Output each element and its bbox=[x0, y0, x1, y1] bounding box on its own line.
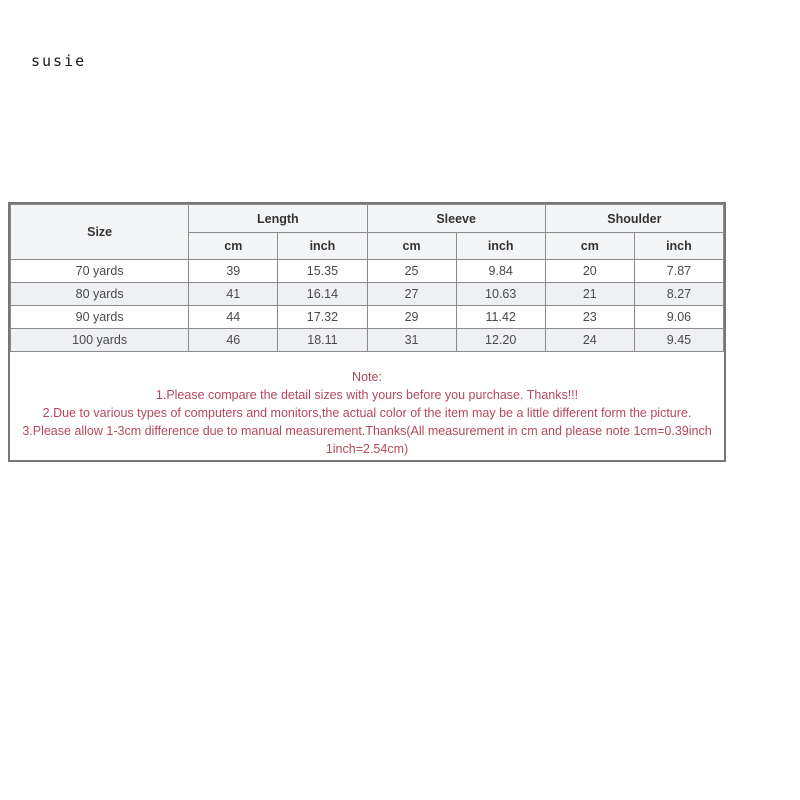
value-cell: 46 bbox=[188, 328, 279, 352]
value-cell: 10.63 bbox=[455, 282, 546, 306]
value-cell: 39 bbox=[188, 259, 279, 283]
value-cell: 20 bbox=[544, 259, 635, 283]
unit-header-shoulder-inch: inch bbox=[633, 232, 725, 260]
value-cell: 11.42 bbox=[455, 305, 546, 329]
value-cell: 12.20 bbox=[455, 328, 546, 352]
value-cell: 17.32 bbox=[277, 305, 368, 329]
note-line: 2.Due to various types of computers and … bbox=[42, 406, 692, 420]
unit-header-sleeve-inch: inch bbox=[455, 232, 546, 260]
value-cell: 9.84 bbox=[455, 259, 546, 283]
value-cell: 31 bbox=[366, 328, 457, 352]
size-cell: 70 yards bbox=[9, 259, 190, 283]
value-cell: 44 bbox=[188, 305, 279, 329]
value-cell: 8.27 bbox=[633, 282, 725, 306]
unit-header-shoulder-cm: cm bbox=[544, 232, 635, 260]
value-cell: 25 bbox=[366, 259, 457, 283]
unit-header-length-inch: inch bbox=[277, 232, 368, 260]
note-line: 1inch=2.54cm) bbox=[325, 442, 409, 456]
table-row: 100 yards 46 18.11 31 12.20 24 9.45 bbox=[9, 328, 725, 352]
table-row: 90 yards 44 17.32 29 11.42 23 9.06 bbox=[9, 305, 725, 329]
table-header-group-row: Size Length Sleeve Shoulder bbox=[9, 204, 725, 260]
size-cell: 80 yards bbox=[9, 282, 190, 306]
note-line: 1.Please compare the detail sizes with y… bbox=[155, 388, 579, 402]
unit-header-sleeve-cm: cm bbox=[366, 232, 457, 260]
table-row: 80 yards 41 16.14 27 10.63 21 8.27 bbox=[9, 282, 725, 306]
value-cell: 41 bbox=[188, 282, 279, 306]
unit-header-length-cm: cm bbox=[188, 232, 279, 260]
column-header-length: Length bbox=[188, 204, 368, 233]
size-chart-table: Size Length Sleeve Shoulder cm inch cm i… bbox=[9, 204, 725, 352]
brand-watermark: susie bbox=[31, 52, 87, 70]
value-cell: 23 bbox=[544, 305, 635, 329]
column-header-shoulder: Shoulder bbox=[544, 204, 725, 233]
note-line: 3.Please allow 1-3cm difference due to m… bbox=[22, 424, 712, 438]
value-cell: 9.45 bbox=[633, 328, 725, 352]
column-header-size: Size bbox=[9, 204, 190, 260]
value-cell: 29 bbox=[366, 305, 457, 329]
value-cell: 15.35 bbox=[277, 259, 368, 283]
column-header-sleeve: Sleeve bbox=[366, 204, 546, 233]
note-title: Note: bbox=[352, 370, 382, 384]
value-cell: 18.11 bbox=[277, 328, 368, 352]
value-cell: 16.14 bbox=[277, 282, 368, 306]
value-cell: 9.06 bbox=[633, 305, 725, 329]
size-chart-panel: Size Length Sleeve Shoulder cm inch cm i… bbox=[8, 202, 726, 462]
value-cell: 7.87 bbox=[633, 259, 725, 283]
size-cell: 100 yards bbox=[9, 328, 190, 352]
table-row: 70 yards 39 15.35 25 9.84 20 7.87 bbox=[9, 259, 725, 283]
value-cell: 21 bbox=[544, 282, 635, 306]
size-cell: 90 yards bbox=[9, 305, 190, 329]
table-header-unit-row: cm inch cm inch cm inch bbox=[11, 232, 725, 260]
value-cell: 27 bbox=[366, 282, 457, 306]
value-cell: 24 bbox=[544, 328, 635, 352]
note-section: Note: 1.Please compare the detail sizes … bbox=[10, 352, 724, 460]
